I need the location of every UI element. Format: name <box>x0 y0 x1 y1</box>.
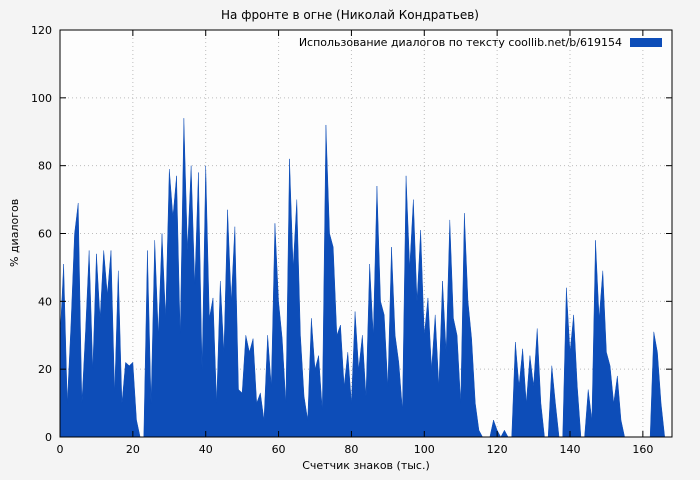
legend: Использование диалогов по тексту coollib… <box>299 36 662 49</box>
x-axis-label: Счетчик знаков (тыс.) <box>302 459 430 472</box>
series-area <box>59 118 665 438</box>
y-tick-label: 100 <box>31 92 52 105</box>
x-tick-label: 120 <box>487 443 508 456</box>
y-tick-label: 0 <box>45 431 52 444</box>
y-tick-label: 120 <box>31 24 52 37</box>
x-tick-label: 100 <box>414 443 435 456</box>
y-tick-label: 80 <box>38 160 52 173</box>
y-axis-label: % диалогов <box>8 198 21 268</box>
x-tick-label: 20 <box>126 443 140 456</box>
x-tick-label: 0 <box>57 443 64 456</box>
chart-title: На фронте в огне (Николай Кондратьев) <box>221 8 479 22</box>
x-tick-label: 80 <box>344 443 358 456</box>
x-tick-label: 40 <box>199 443 213 456</box>
y-tick-label: 60 <box>38 228 52 241</box>
x-tick-label: 140 <box>560 443 581 456</box>
legend-label: Использование диалогов по тексту coollib… <box>298 36 622 49</box>
legend-swatch <box>630 38 662 47</box>
x-tick-label: 160 <box>632 443 653 456</box>
y-tick-label: 20 <box>38 363 52 376</box>
y-tick-label: 40 <box>38 295 52 308</box>
x-tick-label: 60 <box>272 443 286 456</box>
